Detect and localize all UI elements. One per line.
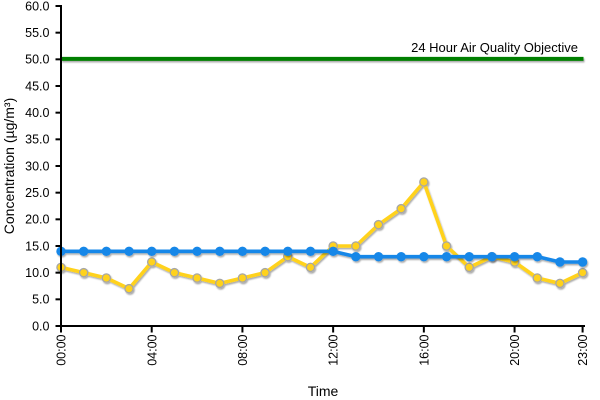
yellow-series-point bbox=[101, 273, 112, 283]
yellow-series bbox=[56, 177, 588, 294]
y-tick-label: 35.0 bbox=[25, 133, 49, 147]
yellow-series-point bbox=[577, 267, 588, 278]
yellow-series-point bbox=[78, 267, 89, 278]
blue-series-point bbox=[396, 251, 406, 262]
blue-series-point bbox=[555, 257, 565, 267]
x-tick-label: 16:00 bbox=[417, 334, 431, 365]
y-tick-label: 0.0 bbox=[32, 319, 49, 333]
blue-series-point bbox=[215, 246, 225, 257]
x-axis-title: Time bbox=[308, 383, 339, 399]
x-tick-label: 12:00 bbox=[327, 334, 341, 365]
blue-series-point bbox=[147, 246, 157, 257]
blue-series-point bbox=[78, 246, 89, 257]
blue-series-point bbox=[351, 251, 361, 262]
x-tick-label: 20:00 bbox=[508, 334, 522, 365]
blue-series-point bbox=[283, 246, 293, 257]
y-tick-label: 5.0 bbox=[32, 293, 49, 307]
y-axis-title: Concentration (µg/m³) bbox=[1, 98, 17, 234]
blue-series bbox=[56, 246, 588, 267]
yellow-series-point bbox=[532, 273, 542, 283]
x-tick-label: 00:00 bbox=[55, 334, 69, 365]
yellow-series-point bbox=[124, 283, 134, 294]
y-tick-label: 50.0 bbox=[25, 53, 49, 67]
blue-series-point bbox=[419, 251, 429, 262]
reference-line-label: 24 Hour Air Quality Objective bbox=[411, 40, 578, 55]
y-tick-label: 40.0 bbox=[25, 106, 49, 120]
x-tick-label: 08:00 bbox=[236, 334, 250, 365]
yellow-series-point bbox=[146, 257, 157, 267]
yellow-series-point bbox=[169, 267, 180, 278]
y-tick-label: 25.0 bbox=[25, 186, 49, 200]
x-tick-label: 23:00 bbox=[576, 334, 590, 365]
x-tick-label: 04:00 bbox=[145, 334, 159, 365]
blue-series-point bbox=[509, 251, 520, 262]
blue-series-point bbox=[237, 246, 248, 257]
yellow-series-point bbox=[351, 241, 361, 251]
yellow-series-point bbox=[305, 262, 316, 273]
yellow-series-point bbox=[192, 273, 202, 283]
y-tick-label: 30.0 bbox=[25, 159, 49, 173]
blue-series-point bbox=[124, 246, 134, 257]
y-tick-label: 15.0 bbox=[25, 239, 49, 253]
y-tick-label: 60.0 bbox=[25, 0, 49, 13]
blue-series-point bbox=[328, 246, 338, 257]
axes: 0.0 5.0 10.0 15.0 20.0 25.0 30.0 35.0 40.0 45.0 50… bbox=[25, 0, 590, 366]
data-series bbox=[56, 177, 588, 294]
yellow-series-point bbox=[396, 203, 406, 214]
y-tick-label: 10.0 bbox=[25, 266, 49, 280]
yellow-series-point bbox=[441, 241, 452, 251]
blue-series-point bbox=[305, 246, 316, 257]
blue-series-point bbox=[373, 251, 384, 262]
yellow-series-point bbox=[260, 267, 270, 278]
y-tick-label: 45.0 bbox=[25, 79, 49, 93]
blue-series-point bbox=[532, 251, 542, 262]
blue-series-point bbox=[487, 251, 497, 262]
yellow-series-point bbox=[214, 278, 225, 289]
blue-series-point bbox=[577, 257, 588, 267]
blue-series-point bbox=[441, 251, 452, 262]
yellow-series-point bbox=[237, 273, 248, 283]
yellow-series-point bbox=[464, 262, 474, 273]
blue-series-point bbox=[192, 246, 202, 257]
yellow-series-point bbox=[419, 177, 429, 187]
blue-series-point bbox=[101, 246, 112, 257]
y-tick-label: 20.0 bbox=[25, 213, 49, 227]
blue-series-point bbox=[260, 246, 270, 257]
yellow-series-point bbox=[373, 219, 384, 230]
blue-series-point bbox=[464, 251, 474, 262]
yellow-series-point bbox=[555, 278, 565, 289]
blue-series-point bbox=[169, 246, 180, 257]
y-tick-label: 55.0 bbox=[25, 26, 49, 40]
